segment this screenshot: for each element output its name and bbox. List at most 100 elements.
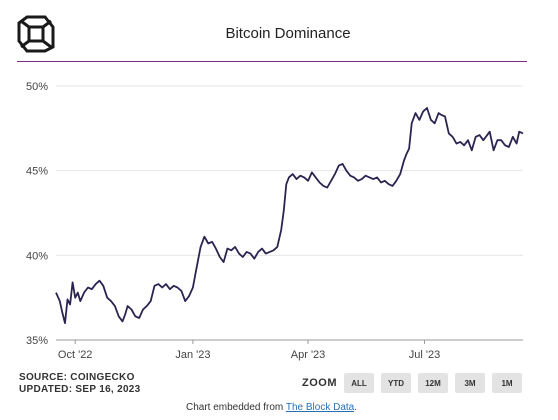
- data-point: [233, 244, 238, 249]
- data-point: [407, 146, 412, 151]
- data-point: [499, 138, 504, 143]
- data-point: [237, 251, 242, 256]
- data-point: [421, 109, 426, 114]
- data-point: [179, 288, 184, 293]
- data-point: [229, 248, 234, 253]
- zoom-1m-button[interactable]: 1M: [492, 373, 522, 393]
- data-point: [302, 175, 307, 180]
- data-point: [443, 114, 448, 119]
- data-point: [359, 177, 364, 182]
- data-point: [167, 287, 172, 292]
- data-point: [398, 172, 403, 177]
- data-point: [271, 248, 276, 253]
- data-point: [105, 295, 110, 300]
- data-point: [129, 307, 134, 312]
- data-point: [510, 134, 515, 139]
- data-point: [54, 290, 59, 295]
- data-point: [446, 131, 451, 136]
- data-point: [78, 299, 83, 304]
- data-point: [240, 255, 245, 260]
- data-point: [394, 178, 399, 183]
- chart-title: Bitcoin Dominance: [225, 25, 351, 42]
- data-point: [213, 246, 218, 251]
- data-point: [75, 290, 80, 295]
- data-point: [375, 175, 380, 180]
- data-point: [279, 227, 284, 232]
- y-tick-label: 50%: [26, 81, 48, 93]
- data-point: [82, 290, 87, 295]
- data-point: [65, 297, 70, 302]
- zoom-all-button[interactable]: ALL: [344, 373, 374, 393]
- data-point: [344, 168, 349, 173]
- data-point: [294, 177, 299, 182]
- data-point: [123, 312, 128, 317]
- data-point: [462, 143, 467, 148]
- zoom-label: ZOOM: [302, 377, 337, 389]
- data-point: [93, 282, 98, 287]
- data-point: [340, 161, 345, 166]
- series-points: [54, 106, 526, 326]
- data-point: [281, 209, 286, 214]
- data-point: [175, 285, 180, 290]
- data-point: [160, 285, 165, 290]
- data-point: [57, 299, 62, 304]
- data-point: [73, 295, 78, 300]
- data-point: [60, 310, 65, 315]
- y-tick-label: 45%: [26, 166, 48, 178]
- data-point: [144, 304, 149, 309]
- data-point: [141, 307, 146, 312]
- data-point: [210, 239, 215, 244]
- data-point: [483, 134, 488, 139]
- x-tick-label: Jul '23: [409, 349, 440, 361]
- data-point: [469, 148, 474, 153]
- data-point: [63, 321, 68, 326]
- data-point: [506, 145, 511, 150]
- data-point: [521, 131, 526, 136]
- zoom-3m-button[interactable]: 3M: [455, 373, 485, 393]
- series-line: [55, 107, 524, 325]
- chart-plot[interactable]: 35% 40% 45% 50% Oct '22 Jan '23 Apr '23 Jul '23: [0, 62, 558, 362]
- data-point: [260, 246, 265, 251]
- data-point: [425, 106, 430, 111]
- data-point: [413, 111, 418, 116]
- data-point: [116, 314, 121, 319]
- updated-line: UPDATED: SEP 16, 2023: [19, 384, 141, 395]
- data-point: [404, 151, 409, 156]
- data-point: [120, 319, 125, 324]
- title-divider: [17, 61, 527, 62]
- x-tick-label: Oct '22: [58, 349, 93, 361]
- data-point: [491, 148, 496, 153]
- data-point: [284, 182, 289, 187]
- data-point: [477, 133, 482, 138]
- data-point: [194, 265, 199, 270]
- data-point: [306, 178, 311, 183]
- data-point: [352, 175, 357, 180]
- data-point: [450, 134, 455, 139]
- data-point: [68, 302, 73, 307]
- data-point: [313, 175, 318, 180]
- data-point: [112, 304, 117, 309]
- data-point: [332, 172, 337, 177]
- x-tick-label: Jan '23: [175, 349, 210, 361]
- zoom-ytd-button[interactable]: YTD: [381, 373, 411, 393]
- data-point: [329, 178, 334, 183]
- zoom-12m-button[interactable]: 12M: [418, 373, 448, 393]
- embed-suffix: .: [354, 402, 358, 413]
- data-point: [156, 282, 161, 287]
- data-point: [125, 304, 130, 309]
- the-block-data-link[interactable]: The Block Data: [285, 402, 355, 413]
- data-point: [221, 260, 226, 265]
- data-point: [248, 251, 253, 256]
- data-point: [217, 255, 222, 260]
- data-point: [290, 172, 295, 177]
- embed-prefix: Chart embedded from: [185, 402, 286, 413]
- data-point: [164, 282, 169, 287]
- source-line: SOURCE: COINGECKO: [19, 372, 135, 383]
- x-tick-label: Apr '23: [291, 349, 326, 361]
- data-point: [286, 175, 291, 180]
- data-point: [309, 170, 314, 175]
- data-point: [317, 180, 322, 185]
- data-point: [428, 117, 433, 122]
- data-point: [256, 249, 261, 254]
- data-point: [409, 121, 414, 126]
